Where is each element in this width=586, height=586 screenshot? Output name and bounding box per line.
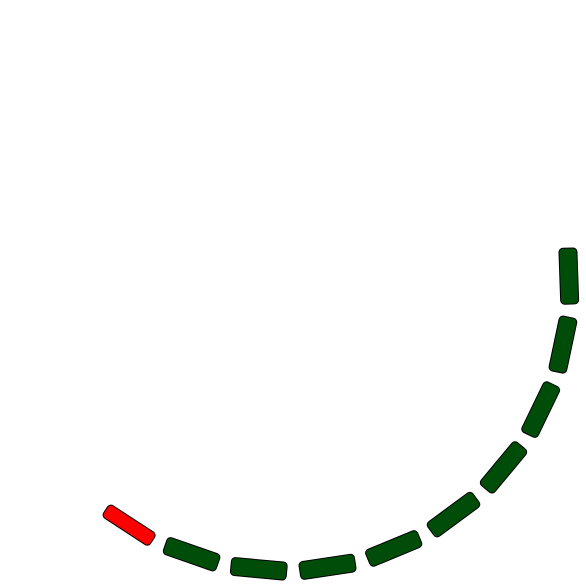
progress-segment-filled [298, 554, 356, 580]
progress-segment-current [102, 504, 157, 547]
progress-segment-filled [230, 557, 287, 580]
progress-segment-filled [520, 380, 561, 438]
progress-segment-filled [548, 315, 577, 374]
progress-segment-filled [479, 440, 529, 495]
progress-segment-filled [559, 248, 579, 305]
progress-segment-filled [364, 529, 423, 567]
progress-segment-filled [162, 536, 221, 571]
progress-segment-filled [426, 491, 482, 539]
